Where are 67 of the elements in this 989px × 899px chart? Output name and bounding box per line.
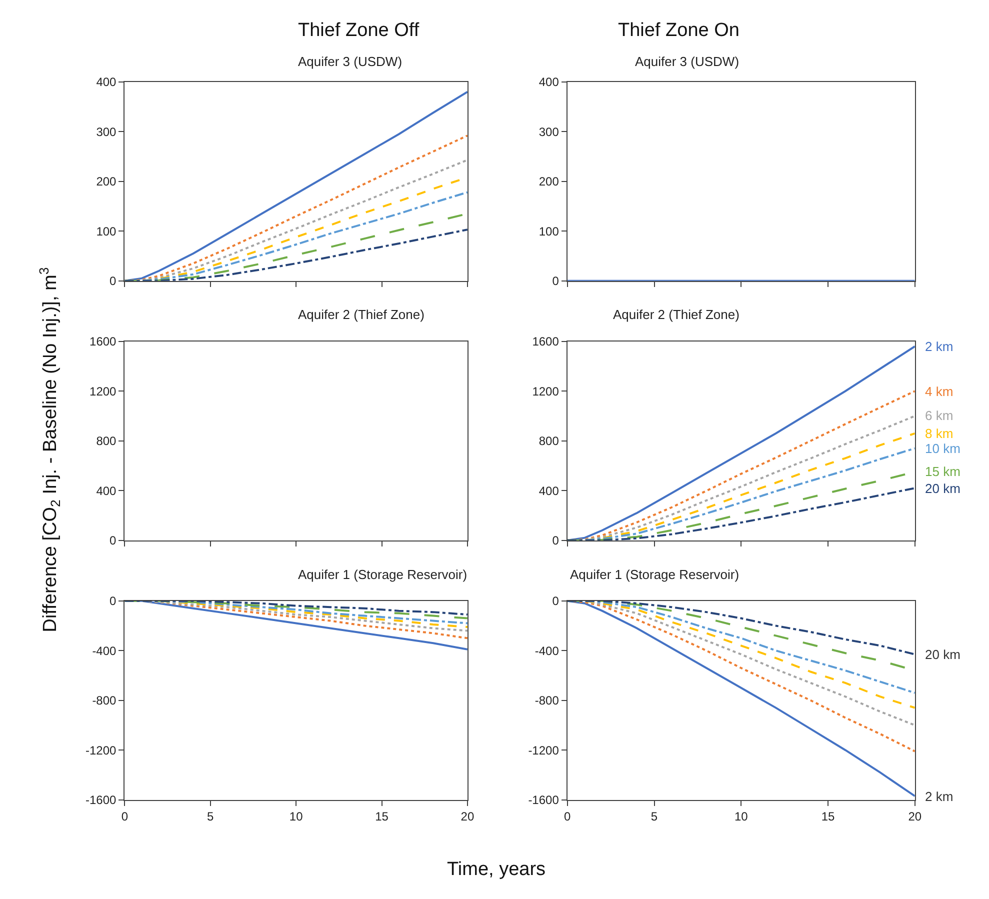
y-tick-label: 1200: [90, 384, 117, 398]
chart-title: Aquifer 1 (Storage Reservoir): [298, 567, 468, 582]
y-tick-label: 100: [96, 224, 117, 238]
line-series: [567, 487, 915, 540]
line-series: [124, 134, 468, 281]
y-tick-label: 0: [552, 594, 560, 608]
chart-subtitle: Aquifer 3 (USDW): [298, 54, 402, 69]
annotation: 2 km: [925, 789, 954, 804]
line-series: [124, 90, 468, 281]
line-series: [567, 600, 915, 656]
y-tick-label: 400: [538, 484, 560, 498]
series-label: 2 km: [925, 339, 954, 354]
series-label: 8 km: [925, 426, 954, 441]
x-tick-label: 10: [734, 809, 748, 824]
line-series: [567, 600, 915, 798]
line-series: [567, 390, 915, 540]
x-tick-label: 0: [121, 809, 128, 824]
chart-title: Aquifer 2 (Thief Zone): [298, 307, 424, 322]
y-tick-label: 800: [96, 434, 117, 448]
y-tick-label: 400: [96, 75, 117, 90]
series-label: 6 km: [925, 408, 954, 423]
series-label: 4 km: [925, 384, 954, 399]
chart-title: Aquifer 2 (Thief Zone): [613, 307, 740, 322]
chart-title: Thief Zone Off: [298, 20, 420, 41]
x-tick-label: 15: [375, 809, 389, 824]
y-tick-label: 300: [96, 124, 117, 139]
y-tick-label: 200: [538, 174, 560, 189]
x-tick-label: 20: [908, 809, 922, 824]
series-label: 10 km: [925, 441, 960, 456]
y-tick-label: 400: [538, 75, 560, 90]
x-tick-label: 5: [207, 809, 214, 824]
y-tick-label: 0: [110, 594, 117, 608]
y-tick-label: 800: [538, 434, 560, 448]
y-tick-label: -1600: [528, 793, 560, 808]
line-series: [124, 600, 468, 616]
y-tick-label: 0: [110, 274, 117, 288]
y-tick-label: -400: [92, 644, 117, 658]
y-tick-label: 300: [538, 124, 560, 139]
y-tick-label: 1200: [532, 384, 560, 398]
y-tick-label: 0: [552, 274, 560, 288]
y-tick-label: -1200: [528, 743, 560, 758]
y-tick-label: 200: [96, 174, 117, 189]
x-tick-label: 0: [564, 809, 572, 824]
x-axis-title: Time, years: [447, 859, 546, 880]
x-tick-label: 15: [821, 809, 836, 824]
x-tick-label: 5: [650, 809, 658, 824]
y-tick-label: 100: [538, 224, 560, 238]
y-tick-label: -800: [534, 694, 560, 708]
y-tick-label: 1600: [532, 334, 560, 349]
y-tick-label: -800: [92, 694, 117, 708]
y-tick-label: 0: [110, 534, 117, 548]
series-label: 20 km: [925, 481, 960, 496]
series-label: 15 km: [925, 464, 960, 479]
y-tick-label: -1600: [86, 793, 117, 808]
x-tick-label: 20: [460, 809, 474, 824]
y-tick-label: 400: [96, 484, 117, 498]
chart-title: Aquifer 1 (Storage Reservoir): [570, 567, 740, 582]
x-tick-label: 10: [289, 809, 304, 824]
chart-subtitle: Aquifer 3 (USDW): [635, 54, 740, 69]
annotation: 20 km: [925, 647, 960, 662]
y-tick-label: 1600: [90, 334, 117, 349]
chart-title: Thief Zone On: [618, 20, 740, 41]
y-tick-label: -1200: [86, 743, 117, 758]
y-tick-label: -400: [534, 644, 560, 658]
y-tick-label: 0: [552, 534, 560, 548]
line-series: [567, 345, 915, 540]
line-series: [124, 228, 468, 281]
